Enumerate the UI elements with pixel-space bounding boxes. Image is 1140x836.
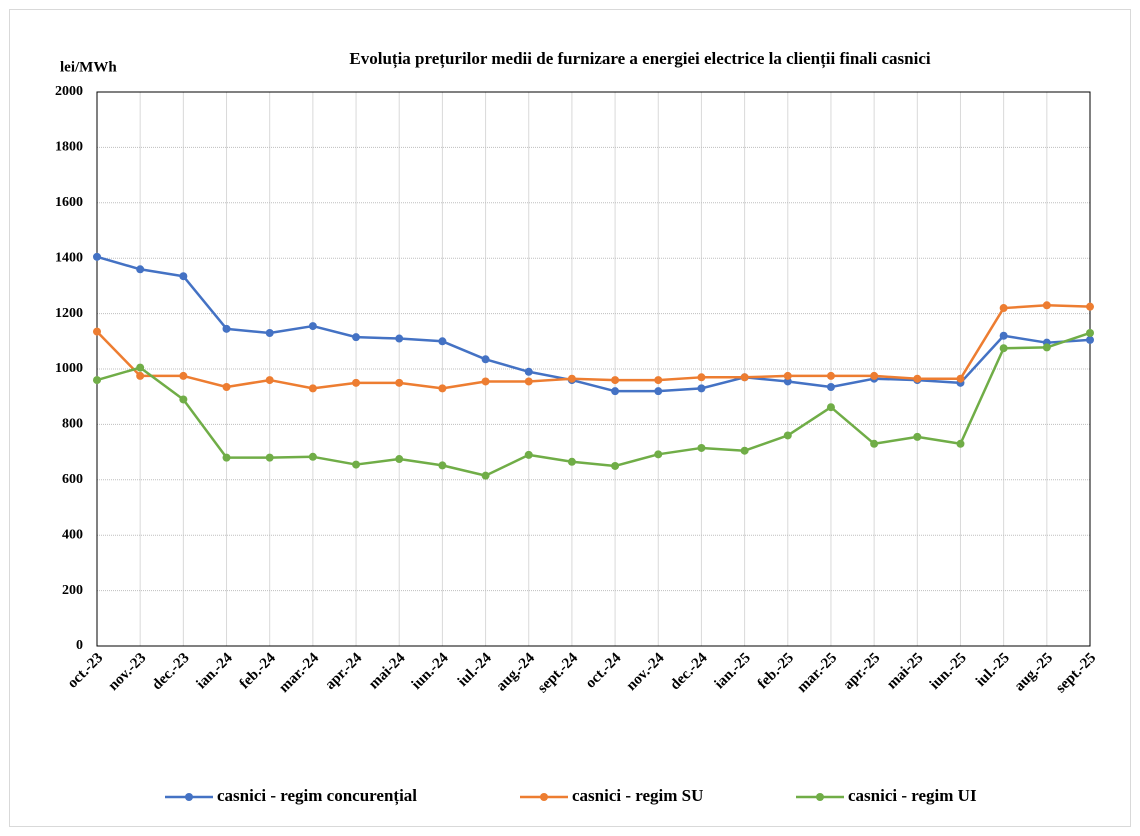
data-point <box>999 304 1008 313</box>
data-point <box>611 461 620 470</box>
y-tick-label: 1400 <box>55 250 83 265</box>
data-point <box>783 431 792 440</box>
data-point <box>308 384 317 393</box>
data-point <box>93 327 101 336</box>
data-point <box>611 376 620 385</box>
y-tick-label: 1200 <box>55 306 83 321</box>
data-point <box>783 371 792 380</box>
data-point <box>438 461 447 470</box>
data-point <box>1086 302 1094 311</box>
data-point <box>697 443 706 452</box>
data-point <box>93 252 101 261</box>
data-point <box>999 344 1008 353</box>
series-line <box>96 255 1091 393</box>
data-point <box>481 355 490 364</box>
data-point <box>654 450 663 459</box>
data-point <box>352 333 361 342</box>
data-point <box>524 450 533 459</box>
data-point <box>913 432 922 441</box>
data-point <box>352 378 361 387</box>
data-point <box>179 395 188 404</box>
data-point <box>697 373 706 382</box>
data-point <box>567 457 576 466</box>
data-point <box>179 272 188 281</box>
data-point <box>654 387 663 396</box>
data-point <box>567 374 576 383</box>
data-point <box>265 328 274 337</box>
y-tick-label: 1000 <box>55 361 83 376</box>
legend-marker <box>540 793 548 801</box>
data-point <box>308 322 317 331</box>
data-point <box>1042 301 1051 310</box>
data-point <box>438 384 447 393</box>
data-point <box>222 324 231 333</box>
plot-border <box>96 91 1091 647</box>
data-point <box>826 403 835 412</box>
data-point <box>611 387 620 396</box>
data-point <box>222 383 231 392</box>
legend-marker <box>185 793 193 801</box>
data-point <box>136 363 145 372</box>
data-point <box>136 265 145 274</box>
y-tick-label: 1800 <box>55 140 83 155</box>
data-point <box>222 453 231 462</box>
data-point <box>1086 328 1094 337</box>
data-point <box>870 439 879 448</box>
data-point <box>956 439 965 448</box>
data-point <box>956 374 965 383</box>
data-point <box>1086 335 1094 344</box>
data-point <box>999 331 1008 340</box>
data-point <box>783 377 792 386</box>
y-tick-label: 0 <box>76 638 83 653</box>
data-point <box>1042 343 1051 352</box>
y-tick-label: 400 <box>62 527 83 542</box>
y-axis-label: lei/MWh <box>60 59 117 75</box>
data-point <box>136 371 145 380</box>
data-point <box>697 384 706 393</box>
data-point <box>913 374 922 383</box>
legend-label: casnici - regim SU <box>572 786 703 805</box>
chart-title: Evoluția prețurilor medii de furnizare a… <box>349 49 930 69</box>
data-point <box>481 377 490 386</box>
data-point <box>740 446 749 455</box>
data-point <box>438 337 447 346</box>
y-tick-label: 1600 <box>55 195 83 210</box>
data-point <box>395 378 404 387</box>
y-tick-label: 200 <box>62 583 83 598</box>
series-line <box>96 304 1091 390</box>
data-point <box>740 373 749 382</box>
data-point <box>826 371 835 380</box>
y-tick-label: 600 <box>62 472 83 487</box>
legend-marker <box>816 793 824 801</box>
legend-label: casnici - regim concurențial <box>217 786 417 806</box>
data-point <box>654 376 663 385</box>
y-tick-label: 2000 <box>55 84 83 99</box>
series-line <box>96 331 1091 477</box>
data-point <box>524 377 533 386</box>
data-point <box>179 371 188 380</box>
data-point <box>395 455 404 464</box>
data-point <box>352 460 361 469</box>
data-point <box>265 376 274 385</box>
data-point <box>826 383 835 392</box>
chart-frame <box>9 9 1131 827</box>
data-point <box>265 453 274 462</box>
data-point <box>93 376 101 385</box>
data-point <box>524 367 533 376</box>
legend-label: casnici - regim UI <box>848 786 977 805</box>
y-tick-label: 800 <box>62 417 83 432</box>
data-point <box>481 471 490 480</box>
data-point <box>870 371 879 380</box>
data-point <box>395 334 404 343</box>
data-point <box>308 452 317 461</box>
